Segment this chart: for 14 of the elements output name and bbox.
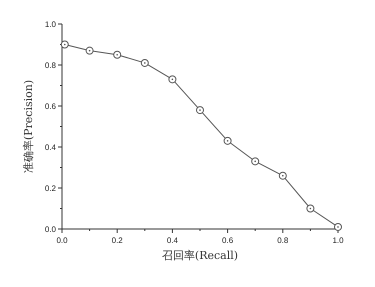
y-tick-label: 1.0 (44, 20, 57, 29)
y-tick-label: 0.6 (44, 102, 57, 111)
y-tick-label: 0.0 (44, 225, 57, 234)
y-tick-label: 0.4 (44, 143, 57, 152)
x-tick-label: 0.6 (222, 236, 234, 245)
y-axis-title: 准确率(Precision) (22, 80, 35, 174)
x-tick-label: 0.4 (166, 236, 179, 245)
x-tick-label: 0.0 (56, 236, 68, 245)
x-tick-label: 0.8 (277, 236, 289, 245)
x-tick-label: 1.0 (332, 236, 344, 245)
y-tick-label: 0.2 (44, 184, 57, 193)
y-tick-label: 0.8 (44, 61, 57, 70)
x-tick-label: 0.2 (112, 236, 124, 245)
x-axis-title: 召回率(Recall) (162, 249, 238, 262)
